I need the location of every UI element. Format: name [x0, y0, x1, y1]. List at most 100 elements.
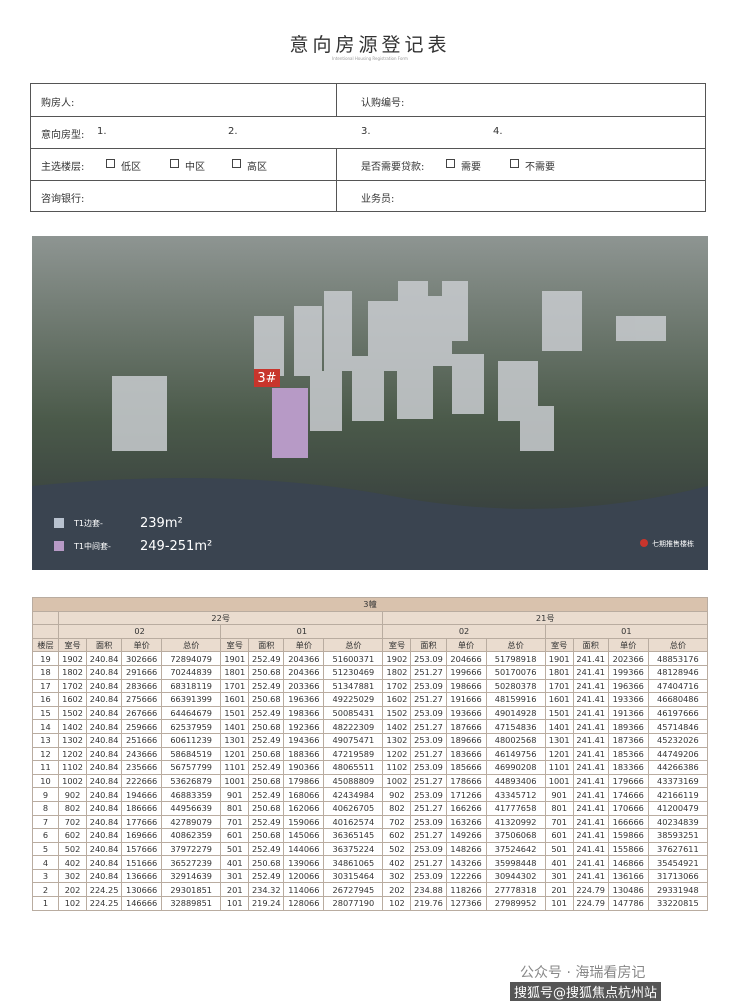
- cell: 241.41: [572, 760, 609, 775]
- cell: 147786: [607, 896, 649, 911]
- cell: 1601: [544, 692, 574, 707]
- cell: 251.27: [410, 746, 447, 762]
- cell: 37524642: [485, 841, 546, 857]
- cell: 241.41: [572, 828, 609, 843]
- source: 搜狐号@搜狐焦点杭州站: [510, 982, 662, 1001]
- cell: 235666: [121, 760, 163, 775]
- cell: 193666: [445, 705, 487, 721]
- cell: 1901: [544, 651, 574, 666]
- cell: 241.41: [572, 787, 609, 802]
- cell: 41777658: [485, 800, 546, 816]
- table-title: 3幢: [32, 597, 708, 612]
- cell: 44266386: [647, 760, 709, 775]
- cell: 30315464: [323, 868, 384, 884]
- cell: 101: [544, 896, 574, 911]
- cell: 1302: [382, 732, 412, 748]
- column-header: 单价: [283, 637, 325, 653]
- cell: 17: [31, 678, 60, 694]
- cell: 11: [31, 760, 60, 775]
- cell: 35998448: [485, 855, 546, 870]
- cell: [31, 624, 60, 639]
- cell: 241.41: [572, 855, 609, 870]
- cell: 171266: [445, 787, 487, 802]
- cell: 253.09: [410, 760, 447, 775]
- column-header: 室号: [220, 637, 250, 653]
- cell: 251.27: [410, 855, 447, 870]
- cell: 240.84: [86, 678, 123, 694]
- label: 是否需要贷款:: [361, 162, 425, 173]
- cell: 204666: [445, 651, 487, 666]
- cell: 179866: [283, 773, 325, 789]
- option: 4.: [493, 126, 503, 137]
- cell: 26727945: [323, 882, 384, 898]
- table-row: 17 1702 240.84 283666 68318119 1701 252.49 2033…: [31, 678, 709, 694]
- cell: 36527239: [161, 855, 222, 870]
- column-header: 楼层: [31, 637, 60, 653]
- cell: 1102: [58, 760, 88, 775]
- cell: 1: [31, 896, 60, 911]
- cell: 1302: [58, 732, 88, 748]
- cell: 1602: [382, 692, 412, 707]
- cell: 128066: [283, 896, 325, 911]
- form-row: 咨询银行: 业务员:: [31, 180, 705, 212]
- column-header: 室号: [382, 637, 412, 653]
- cell: 302: [58, 868, 88, 884]
- cell: 240.84: [86, 841, 123, 857]
- cell: 50170076: [485, 664, 546, 680]
- cell: 56757799: [161, 760, 222, 775]
- cell: 250.68: [248, 855, 285, 870]
- cell: 166266: [445, 800, 487, 816]
- option[interactable]: 高区: [247, 162, 267, 173]
- cell: 101: [220, 896, 250, 911]
- cell: 252.49: [248, 678, 285, 694]
- cell: 801: [544, 800, 574, 816]
- cell: 240.84: [86, 814, 123, 830]
- cell: 502: [382, 841, 412, 857]
- unit-header: 02: [382, 624, 546, 639]
- cell: 159066: [283, 814, 325, 830]
- cell: 120066: [283, 868, 325, 884]
- cell: 202: [58, 882, 88, 898]
- option[interactable]: 低区: [121, 162, 141, 173]
- title: 意向房源登记表: [289, 34, 451, 56]
- table-row: 1 102 224.25 146666 32889851 101 219.24 128066 2…: [31, 896, 709, 911]
- option[interactable]: 不需要: [525, 162, 555, 173]
- option[interactable]: 需要: [461, 162, 481, 173]
- cell: 250.68: [248, 828, 285, 843]
- cell: 53626879: [161, 773, 222, 789]
- cell: 402: [382, 855, 412, 870]
- cell: 253.09: [410, 651, 447, 666]
- cell: 301: [544, 868, 574, 884]
- table-row: 18 1802 240.84 291666 70244839 1801 250.68 2043…: [31, 664, 709, 680]
- cell: 29301851: [161, 882, 222, 898]
- cell: 3: [31, 868, 60, 884]
- legend-name: T1边套-: [73, 518, 103, 528]
- cell: 240.84: [86, 705, 123, 721]
- cell: 149266: [445, 828, 487, 843]
- form-row: 意向房型: 1. 2. 3. 4.: [31, 116, 705, 149]
- cell: 202366: [607, 651, 649, 666]
- cell: 5: [31, 841, 60, 857]
- cell: 1501: [220, 705, 250, 721]
- cell: 801: [220, 800, 250, 816]
- label: 购房人:: [41, 98, 75, 109]
- cell: 51600371: [323, 651, 384, 666]
- option[interactable]: 中区: [185, 162, 205, 173]
- cell: 29331948: [647, 882, 709, 898]
- cell: 102: [382, 896, 412, 911]
- cell: 32914639: [161, 868, 222, 884]
- cell: 1201: [220, 746, 250, 762]
- cell: 241.41: [572, 773, 609, 789]
- cell: 14: [31, 719, 60, 734]
- cell: 114066: [283, 882, 325, 898]
- cell: 224.25: [86, 882, 123, 898]
- building-header: 22号: [58, 610, 384, 626]
- cell: 47219589: [323, 746, 384, 762]
- cell: 283666: [121, 678, 163, 694]
- cell: 58684519: [161, 746, 222, 762]
- column-header: 单价: [121, 637, 163, 653]
- cell: 1401: [220, 719, 250, 734]
- cell: 2: [31, 882, 60, 898]
- cell: 241.41: [572, 746, 609, 762]
- cell: 32889851: [161, 896, 222, 911]
